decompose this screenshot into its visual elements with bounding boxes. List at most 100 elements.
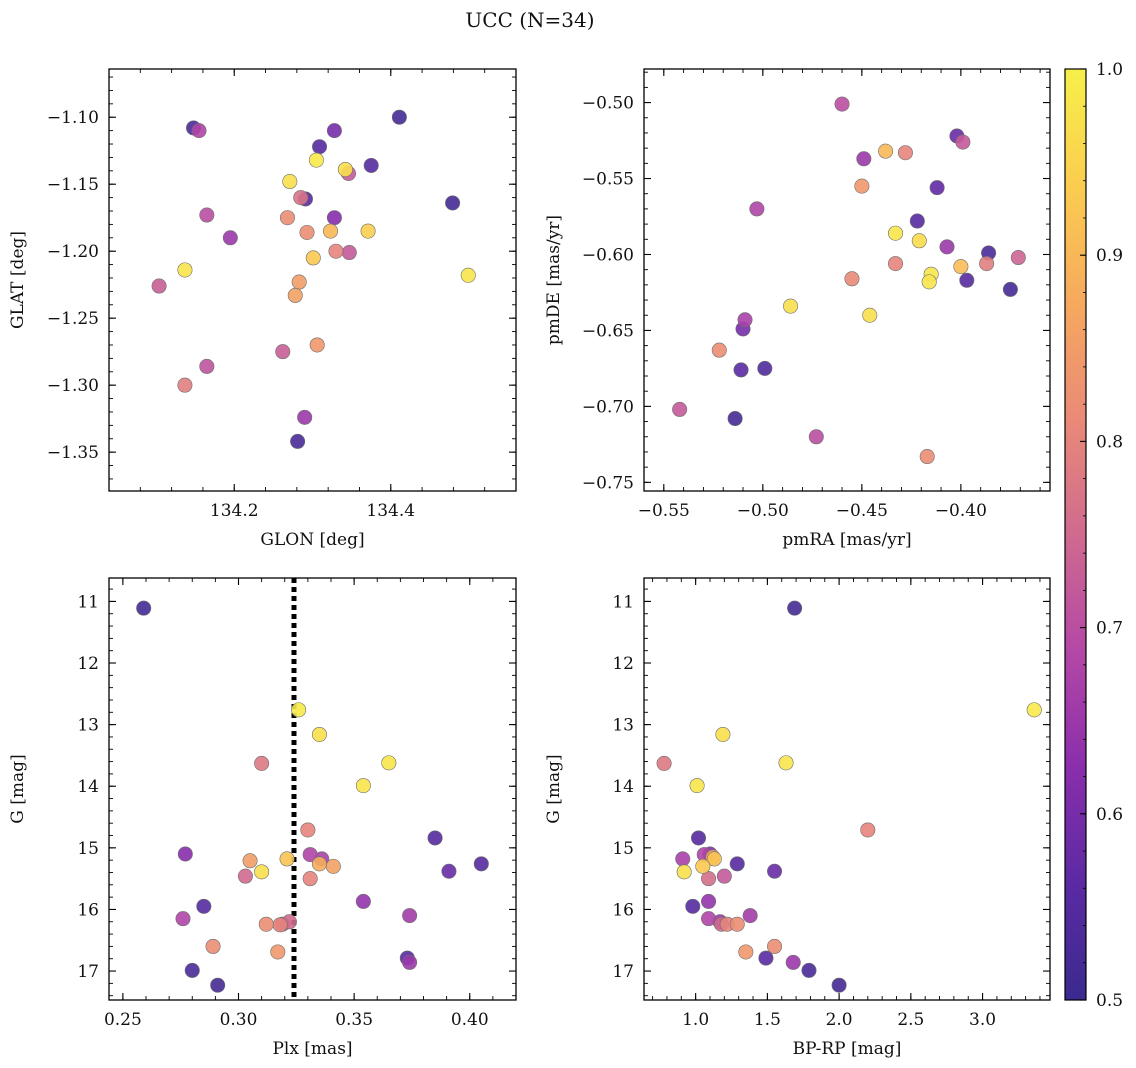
scatter-point: [305, 250, 321, 266]
scatter-point: [953, 259, 969, 275]
scatter-point: [205, 938, 221, 954]
scatter-point: [831, 977, 847, 993]
y-tick-label: 14: [77, 777, 99, 797]
scatter-point: [328, 243, 344, 259]
scatter-point: [715, 726, 731, 742]
scatter-point: [716, 868, 732, 884]
x-tick-label: 0.40: [451, 1010, 489, 1030]
scatter-point: [254, 755, 270, 771]
axes-frame: [643, 68, 1051, 492]
scatter-point: [275, 344, 291, 360]
y-tick-label: −1.10: [47, 108, 99, 128]
scatter-point: [860, 822, 876, 838]
scatter-point: [921, 274, 937, 290]
x-tick-label: −0.55: [638, 501, 690, 521]
scatter-point: [676, 864, 692, 880]
scatter-point: [701, 911, 717, 927]
scatter-point: [767, 863, 783, 879]
y-tick-label: −1.15: [47, 175, 99, 195]
scatter-point: [888, 225, 904, 241]
scatter-point: [1026, 702, 1042, 718]
cmd-panel: 1.0 1.5 2.0 2.5 3.0 11 12 13 14 15 16 17 BP-RP [mag]…: [544, 577, 1051, 1059]
colorbar-tick-label: 1.0: [1096, 60, 1123, 80]
x-tick-label: 1.5: [754, 1010, 781, 1030]
scatter-point: [237, 868, 253, 884]
scatter-point: [242, 853, 258, 869]
y-tick-label: −0.55: [582, 170, 634, 190]
scatter-point: [381, 755, 397, 771]
axes-frame: [643, 577, 1051, 1001]
scatter-point: [737, 312, 753, 328]
y-tick-label: −0.70: [582, 397, 634, 417]
scatter-point: [445, 195, 461, 211]
y-tick-label: −1.35: [47, 443, 99, 463]
y-tick-label: 17: [77, 962, 99, 982]
scatter-point: [272, 917, 288, 933]
y-tick-label: 17: [612, 962, 634, 982]
scatter-point: [706, 851, 722, 867]
colorbar-tick-label: 0.6: [1096, 805, 1123, 825]
scatter-point: [939, 239, 955, 255]
y-axis-label: pmDE [mas/yr]: [544, 215, 564, 345]
scatter-point: [778, 755, 794, 771]
plx-g-panel: 0.25 0.30 0.35 0.40 11 12 13 14 15 16 17 Plx [mas] G…: [8, 577, 517, 1059]
colorbar: 0.5 0.6 0.7 0.8 0.9 1.0: [1064, 60, 1123, 1011]
x-tick-label: 0.30: [220, 1010, 258, 1030]
scatter-point: [911, 233, 927, 249]
x-tick-label: 0.35: [335, 1010, 373, 1030]
scatter-point: [801, 962, 817, 978]
scatter-point: [738, 944, 754, 960]
scatter-point: [955, 134, 971, 150]
scatter-point: [787, 600, 803, 616]
scatter-point: [151, 278, 167, 294]
scatter-point: [441, 863, 457, 879]
scatter-point: [959, 272, 975, 288]
y-tick-label: −1.25: [47, 309, 99, 329]
y-tick-label: −0.65: [582, 321, 634, 341]
scatter-point: [402, 908, 418, 924]
scatter-point: [672, 401, 688, 417]
scatter-point: [291, 274, 307, 290]
scatter-point: [749, 201, 765, 217]
scatter-point: [290, 433, 306, 449]
scatter-point: [279, 851, 295, 867]
scatter-point: [1010, 250, 1026, 266]
y-tick-label: 13: [612, 716, 634, 736]
x-axis-label: pmRA [mas/yr]: [782, 530, 911, 550]
scatter-point: [175, 911, 191, 927]
x-tick-label: −0.40: [935, 501, 987, 521]
x-tick-label: −0.45: [836, 501, 888, 521]
scatter-point: [701, 893, 717, 909]
scatter-point: [325, 858, 341, 874]
scatter-point: [758, 950, 774, 966]
scatter-point: [727, 411, 743, 427]
scatter-point: [856, 151, 872, 167]
y-tick-label: −1.30: [47, 376, 99, 396]
scatter-point: [685, 898, 701, 914]
axes-frame: [108, 68, 517, 492]
scatter-point: [689, 778, 705, 794]
scatter-point: [293, 190, 309, 206]
y-tick-label: −0.60: [582, 245, 634, 265]
scatter-point: [323, 223, 339, 239]
scatter-point: [979, 256, 995, 272]
x-tick-label: −0.50: [737, 501, 789, 521]
scatter-point: [767, 938, 783, 954]
x-tick-label: 2.0: [826, 1010, 853, 1030]
colorbar-tick-label: 0.7: [1096, 619, 1123, 639]
scatter-point: [184, 962, 200, 978]
scatter-point: [297, 409, 313, 425]
scatter-point: [473, 856, 489, 872]
scatter-point: [299, 224, 315, 240]
y-tick-label: 11: [612, 592, 634, 612]
scatter-point: [909, 213, 925, 229]
scatter-point: [136, 600, 152, 616]
y-tick-label: 11: [77, 592, 99, 612]
scatter-point: [302, 847, 318, 863]
scatter-point: [360, 223, 376, 239]
scatter-point: [785, 954, 801, 970]
scatter-point: [177, 262, 193, 278]
scatter-point: [742, 908, 758, 924]
x-axis-label: GLON [deg]: [260, 530, 364, 550]
